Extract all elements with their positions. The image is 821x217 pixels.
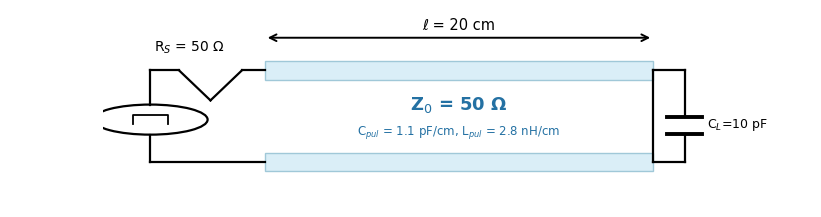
Text: R$_S$ = 50 Ω: R$_S$ = 50 Ω [154, 39, 224, 56]
Bar [265, 153, 653, 171]
Text: Z$_0$ = 50 Ω: Z$_0$ = 50 Ω [410, 95, 507, 115]
Bar [265, 61, 653, 79]
Text: C$_{pul}$ = 1.1 pF/cm, L$_{pul}$ = 2.8 nH/cm: C$_{pul}$ = 1.1 pF/cm, L$_{pul}$ = 2.8 n… [357, 125, 561, 141]
Text: C$_L$=10 pF: C$_L$=10 pF [707, 117, 768, 133]
Text: ℓ = 20 cm: ℓ = 20 cm [423, 18, 495, 33]
